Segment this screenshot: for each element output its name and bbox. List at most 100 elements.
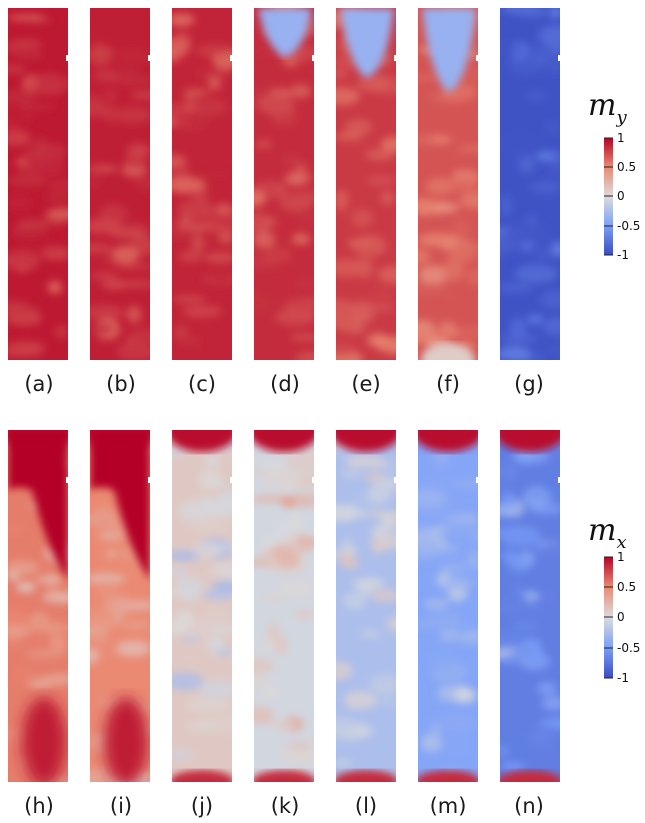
texture-blob [196, 220, 221, 232]
texture-blob [105, 550, 118, 558]
field-map-m [418, 430, 478, 782]
texture-blob [13, 103, 58, 110]
texture-blob [287, 512, 303, 534]
texture-blob [172, 750, 195, 760]
panel-label-e: (e) [351, 372, 380, 396]
texture-blob [425, 177, 456, 195]
texture-blob [28, 677, 53, 690]
edge-notch [558, 55, 560, 61]
map-texture [418, 8, 478, 350]
bottom-edge-domain [500, 770, 560, 782]
texture-blob [286, 742, 312, 750]
top-edge-domain [418, 430, 478, 452]
texture-blob [365, 148, 395, 161]
texture-blob [12, 50, 45, 60]
texture-blob [418, 265, 448, 285]
texture-blob [111, 76, 150, 85]
texture-blob [292, 193, 314, 201]
texture-blob [8, 628, 33, 637]
texture-blob [465, 267, 478, 286]
texture-blob [172, 154, 188, 168]
texture-blob [116, 640, 150, 657]
texture-blob [336, 258, 363, 278]
reversed-domain [422, 8, 476, 93]
texture-blob [527, 727, 554, 748]
texture-blob [116, 342, 150, 360]
texture-blob [500, 346, 531, 360]
panel-e: (e) [351, 372, 380, 396]
texture-blob [441, 260, 464, 282]
texture-blob [174, 325, 188, 340]
texture-blob [214, 270, 228, 284]
texture-blob [336, 68, 348, 80]
texture-blob [172, 13, 195, 27]
texture-blob [12, 670, 33, 687]
map-texture [500, 8, 560, 360]
texture-blob [500, 194, 513, 217]
texture-blob [189, 522, 229, 533]
colorbar-ticks-mx: 1 0.5 0 -0.5 -1 [604, 550, 640, 685]
panel-label-f: (f) [436, 372, 460, 396]
texture-blob [424, 598, 450, 610]
texture-blob [280, 495, 297, 508]
texture-blob [345, 455, 386, 468]
texture-blob [47, 180, 68, 192]
texture-blob [418, 134, 436, 147]
texture-blob [271, 719, 296, 732]
texture-blob [500, 135, 540, 157]
edge-notch [148, 55, 150, 61]
top-edge-domain [500, 430, 560, 452]
texture-blob [283, 298, 314, 319]
texture-blob [8, 14, 46, 21]
texture-blob [514, 264, 558, 284]
texture-blob [207, 75, 222, 91]
texture-blob [47, 280, 63, 294]
texture-blob [203, 606, 230, 626]
texture-blob [452, 219, 471, 241]
texture-blob [536, 246, 551, 262]
map-texture [254, 8, 314, 360]
texture-blob [500, 762, 525, 772]
texture-blob [432, 448, 451, 467]
panel-label-j: (j) [191, 794, 213, 818]
texture-blob [90, 606, 116, 626]
texture-blob [378, 265, 396, 284]
colorbar-ticks-my: 1 0.5 0 -0.5 -1 [604, 131, 640, 262]
bottom-edge-domain [172, 770, 232, 782]
texture-blob [254, 190, 266, 207]
texture-blob [466, 550, 478, 570]
texture-blob [108, 228, 148, 238]
texture-blob [521, 490, 556, 500]
texture-blob [431, 326, 468, 340]
panel-label-k: (k) [271, 794, 300, 818]
texture-blob [99, 204, 128, 224]
panel-h: (h) [24, 794, 54, 818]
panel-label-i: (i) [110, 794, 132, 818]
texture-blob [527, 314, 544, 323]
texture-blob [518, 155, 535, 174]
texture-blob [203, 170, 230, 177]
bottom-edge-domain [418, 770, 478, 782]
texture-blob [15, 156, 28, 168]
field-map-j [172, 430, 232, 782]
texture-blob [418, 525, 439, 535]
texture-blob [547, 344, 560, 356]
texture-blob [90, 770, 112, 782]
texture-blob [345, 548, 358, 555]
texture-blob [293, 609, 314, 619]
field-map-a [8, 8, 68, 360]
texture-blob [90, 631, 111, 647]
field-map-g [500, 8, 560, 360]
texture-blob [513, 585, 527, 602]
lower-red-domain [22, 697, 66, 782]
field-map-l [336, 430, 396, 782]
texture-blob [90, 43, 113, 66]
texture-blob [134, 178, 150, 190]
texture-blob [17, 227, 53, 248]
texture-blob [380, 512, 396, 532]
texture-blob [336, 661, 353, 681]
texture-blob [204, 454, 220, 468]
texture-blob [112, 48, 150, 64]
texture-blob [90, 165, 119, 173]
texture-blob [97, 580, 119, 602]
